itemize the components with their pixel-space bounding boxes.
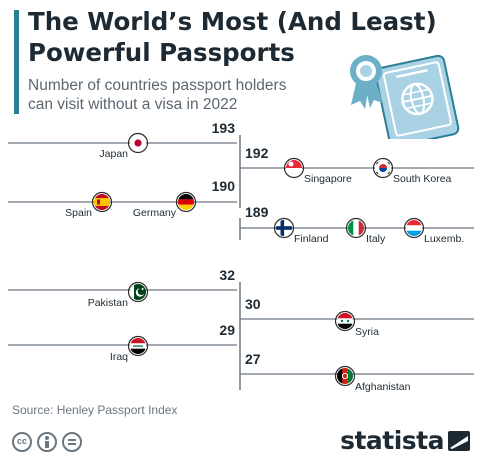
subtitle-line-1: Number of countries passport holders	[28, 77, 287, 94]
finland-flag-icon	[273, 217, 295, 239]
spain-flag-icon	[91, 191, 113, 213]
source-note: Source: Henley Passport Index	[12, 403, 178, 417]
luxembourg-flag-icon	[403, 217, 425, 239]
value-label: 193	[212, 120, 236, 136]
country-label: Singapore	[304, 173, 352, 185]
country-label: Italy	[366, 233, 386, 245]
subtitle-line-2: can visit without a visa in 2022	[28, 96, 238, 113]
title-line-2: Powerful Passports	[28, 38, 295, 67]
subtitle: Number of countries passport holders can…	[28, 76, 286, 114]
country-label: Finland	[294, 233, 329, 245]
statista-mark-icon	[448, 430, 470, 451]
attribution-icon[interactable]	[37, 432, 57, 452]
country-label: Iraq	[110, 351, 128, 363]
afghanistan-flag-icon	[334, 365, 356, 387]
country-label: Luxemb.	[424, 233, 464, 245]
country-label: Afghanistan	[355, 381, 411, 393]
brand-name: statista	[340, 426, 444, 455]
value-label: 27	[245, 351, 261, 367]
accent-bar	[14, 10, 19, 114]
value-label: 29	[219, 322, 235, 338]
country-label: Japan	[99, 148, 128, 160]
country-label: Spain	[65, 207, 92, 219]
value-label: 190	[212, 178, 236, 194]
passport-icon	[350, 54, 460, 139]
japan-flag-icon	[127, 132, 149, 154]
iraq-flag-icon	[127, 335, 149, 357]
value-label: 192	[245, 145, 269, 161]
south-korea-flag-icon	[372, 157, 394, 179]
syria-flag-icon	[334, 310, 356, 332]
country-label: South Korea	[393, 173, 452, 185]
singapore-flag-icon	[283, 157, 305, 179]
value-label: 189	[245, 204, 269, 220]
value-label: 30	[245, 296, 261, 312]
country-label: Pakistan	[88, 297, 128, 309]
pakistan-flag-icon	[127, 281, 149, 303]
title-line-1: The World’s Most (And Least)	[28, 7, 437, 36]
germany-flag-icon	[175, 191, 197, 213]
country-label: Syria	[355, 326, 379, 338]
value-label: 32	[219, 267, 235, 283]
no-derivatives-icon[interactable]	[62, 432, 82, 452]
creative-commons-icon[interactable]: cc	[12, 432, 32, 452]
passport-chart: 193 Japan 192 Singapore South Korea 190 Spain G…	[8, 120, 474, 393]
page-title: The World’s Most (And Least) Powerful Pa…	[28, 6, 437, 68]
italy-flag-icon	[345, 217, 367, 239]
statista-logo[interactable]: statista	[340, 426, 470, 455]
license-icons: cc	[12, 432, 82, 452]
country-label: Germany	[133, 207, 177, 219]
